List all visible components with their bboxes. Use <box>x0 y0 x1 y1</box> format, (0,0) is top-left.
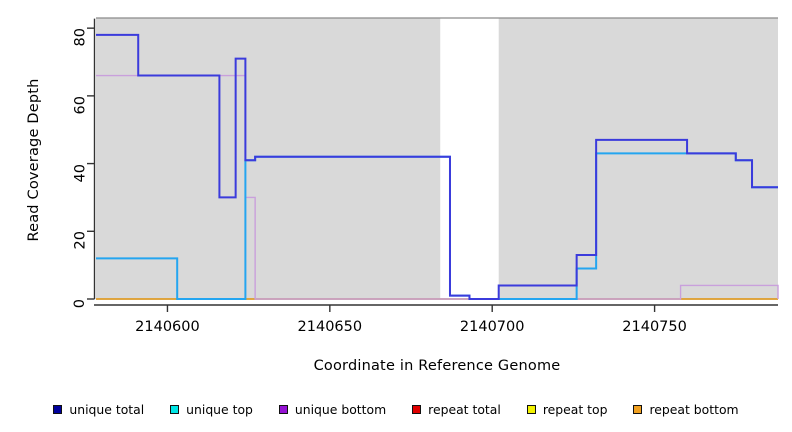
series-line-unique-total <box>96 33 778 300</box>
y-tick-label: 20 <box>72 231 88 250</box>
legend-item-unique-total: unique total <box>53 402 144 417</box>
y-tick-label: 40 <box>72 163 88 183</box>
legend-swatch-icon <box>412 404 422 414</box>
legend-item-unique-top: unique top <box>170 402 253 417</box>
y-tick-label: 0 <box>72 299 88 309</box>
legend-swatch-icon <box>278 404 288 414</box>
plot-area-background <box>96 18 778 299</box>
x-tick-label: 2140600 <box>135 319 200 335</box>
legend-swatch-icon <box>526 404 536 414</box>
y-tick-label: 60 <box>72 95 88 115</box>
legend-label: repeat top <box>542 401 608 417</box>
x-tick-label: 2140700 <box>459 319 525 335</box>
legend-label: unique total <box>69 401 145 417</box>
legend-label: unique top <box>186 401 253 417</box>
x-axis-title: Coordinate in Reference Genome <box>313 358 561 374</box>
legend-item-unique-bottom: unique bottom <box>278 401 387 417</box>
legend-swatch-icon <box>53 404 63 414</box>
y-tick-label: 80 <box>72 28 88 47</box>
legend-swatch-icon <box>170 404 180 414</box>
legend-label: unique bottom <box>294 401 387 417</box>
y-axis-title: Read Coverage Depth <box>26 78 42 242</box>
legend-item-repeat-top: repeat top <box>526 401 608 417</box>
x-tick-label: 2140750 <box>622 319 687 335</box>
legend-swatch-icon <box>633 404 643 414</box>
legend-item-repeat-total: repeat total <box>412 402 501 417</box>
legend-label: repeat total <box>428 401 501 417</box>
chart-legend: unique total unique top unique bottom repea… <box>0 398 792 420</box>
x-tick-label: 2140650 <box>297 319 363 335</box>
legend-item-repeat-bottom: repeat bottom <box>633 401 739 417</box>
legend-label: repeat bottom <box>649 401 739 417</box>
